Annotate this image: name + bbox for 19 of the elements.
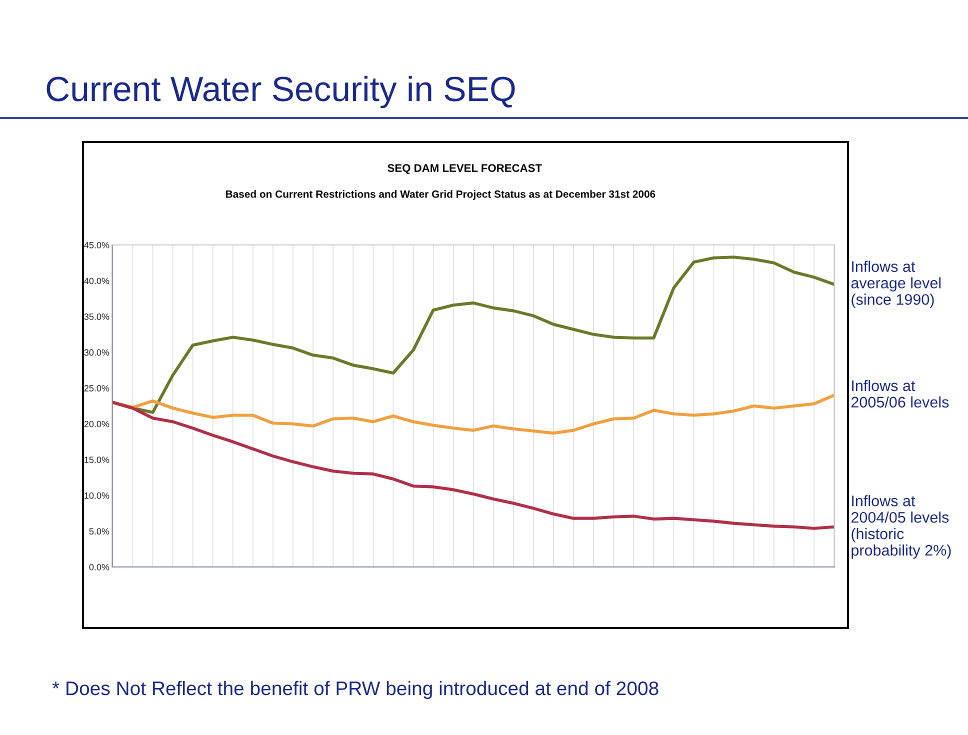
series-label: Inflows at average level (since 1990) — [851, 260, 941, 308]
y-tick-label: 0.0% — [89, 564, 110, 570]
y-tick-label: 10.0% — [84, 492, 110, 499]
chart-subtitle: Based on Current Restrictions and Water Grid Project Status as at December 31st 2006 — [226, 190, 656, 200]
text: * Does Not Reflect the benefit of PRW being introduced at end of 2008 — [52, 680, 658, 700]
chart-title: SEQ DAM LEVEL FORECAST — [388, 164, 542, 174]
line-series — [112, 400, 834, 530]
y-tick-label: 5.0% — [89, 528, 110, 535]
y-tick-label: 20.0% — [84, 420, 110, 428]
y-tick-label: 25.0% — [84, 385, 110, 392]
y-tick-label: 30.0% — [84, 349, 110, 356]
y-tick-label: 15.0% — [84, 456, 110, 464]
text: Current Water Security in SEQ — [46, 76, 515, 108]
y-tick-label: 45.0% — [84, 242, 110, 248]
series-label: Inflows at 2004/05 levels (historic probability 2%) — [851, 495, 951, 559]
line-series — [112, 394, 834, 435]
y-tick-label: 40.0% — [84, 278, 110, 284]
y-tick-label: 35.0% — [84, 314, 110, 320]
series-label: Inflows at 2005/06 levels — [851, 380, 949, 408]
